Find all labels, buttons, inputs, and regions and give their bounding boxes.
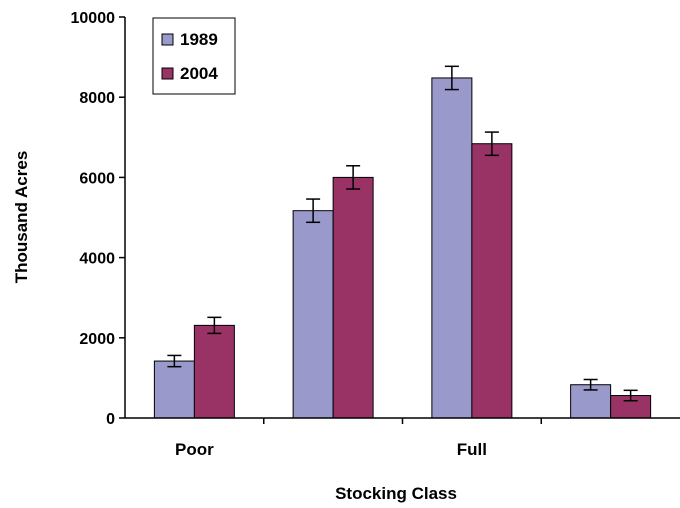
- legend: 1989 2004: [152, 17, 236, 95]
- legend-swatch-2004: [161, 67, 174, 80]
- y-tick-label: 10000: [71, 10, 116, 27]
- x-axis-title: Stocking Class: [335, 484, 457, 503]
- bars-layer: [153, 77, 652, 419]
- error-bar-2004-4: [623, 389, 638, 402]
- y-tick-label: 2000: [79, 331, 115, 348]
- bar-2004-3: [471, 143, 513, 419]
- error-bar-2004-2: [346, 165, 361, 190]
- y-axis-title: Thousand Acres: [12, 151, 31, 284]
- axes-layer: 0 2000 4000 6000 8000 10000 Poor Full: [71, 10, 680, 459]
- legend-label-1989: 1989: [180, 30, 218, 49]
- error-bar-1989-4: [583, 378, 598, 391]
- y-tick-label: 6000: [79, 170, 115, 187]
- error-bar-1989-3: [444, 65, 459, 91]
- error-bar-1989-2: [306, 198, 321, 224]
- bar-1989-1: [153, 360, 195, 419]
- bar-2004-1: [193, 324, 235, 419]
- legend-label-2004: 2004: [180, 64, 218, 83]
- bar-1989-2: [292, 210, 334, 419]
- y-tick-label: 0: [106, 411, 115, 428]
- legend-swatch-1989: [161, 33, 174, 46]
- error-bar-2004-3: [484, 131, 499, 157]
- error-bar-1989-1: [167, 354, 182, 368]
- error-bar-2004-1: [207, 316, 222, 335]
- legend-box: [152, 17, 236, 95]
- bar-1989-3: [431, 77, 473, 419]
- x-tick-label: Full: [457, 440, 487, 459]
- y-tick-label: 8000: [79, 90, 115, 107]
- x-tick-label: Poor: [175, 440, 214, 459]
- bar-2004-2: [332, 176, 374, 419]
- error-bars-layer: [167, 65, 638, 402]
- y-tick-label: 4000: [79, 251, 115, 268]
